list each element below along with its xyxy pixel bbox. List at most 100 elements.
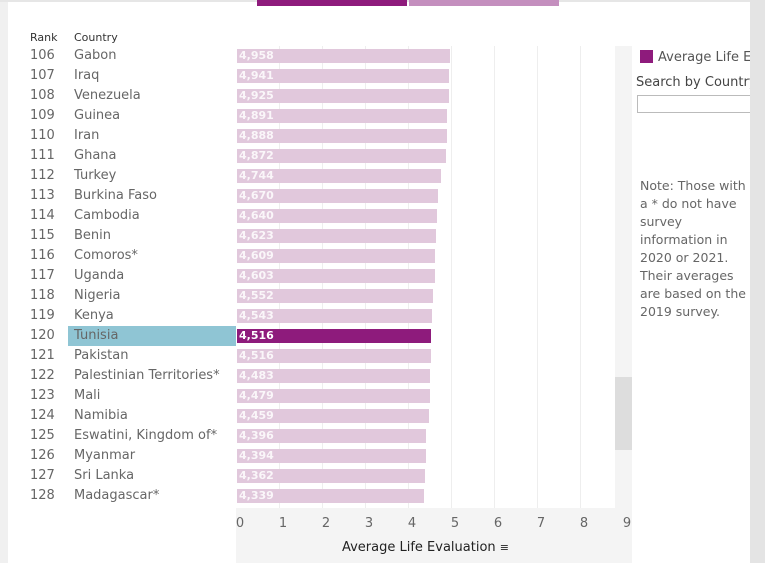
top-tab-1[interactable]: [257, 0, 407, 6]
country-row[interactable]: 122 Palestinian Territories*: [8, 366, 236, 386]
rank-value: 113: [30, 188, 55, 203]
country-row[interactable]: 124 Namibia: [8, 406, 236, 426]
bar-label: 4,958: [239, 49, 274, 62]
bar[interactable]: 4,640: [237, 209, 437, 223]
country-row[interactable]: 115 Benin: [8, 226, 236, 246]
x-tick-label: 3: [364, 516, 374, 531]
country-name: Namibia: [74, 408, 128, 423]
country-row[interactable]: 123 Mali: [8, 386, 236, 406]
bar-label: 4,609: [239, 249, 274, 262]
country-row[interactable]: 128 Madagascar*: [8, 486, 236, 506]
country-row[interactable]: 127 Sri Lanka: [8, 466, 236, 486]
country-row[interactable]: 116 Comoros*: [8, 246, 236, 266]
rank-value: 117: [30, 268, 55, 283]
x-tick-label: 7: [536, 516, 546, 531]
country-name: Palestinian Territories*: [74, 368, 220, 383]
bar-label: 4,552: [239, 289, 274, 302]
bar[interactable]: 4,516: [237, 329, 432, 343]
bar[interactable]: 4,543: [237, 309, 433, 323]
search-input[interactable]: [637, 95, 750, 113]
rank-value: 111: [30, 148, 55, 163]
bar[interactable]: 4,891: [237, 109, 448, 123]
bar-label: 4,640: [239, 209, 274, 222]
bar-label: 4,872: [239, 149, 274, 162]
country-row[interactable]: 118 Nigeria: [8, 286, 236, 306]
country-name: Tunisia: [74, 328, 119, 343]
country-row[interactable]: 113 Burkina Faso: [8, 186, 236, 206]
bar-label: 4,941: [239, 69, 274, 82]
bar[interactable]: 4,552: [237, 289, 433, 303]
bar[interactable]: 4,394: [237, 449, 426, 463]
country-row[interactable]: 107 Iraq: [8, 66, 236, 86]
country-row[interactable]: 120 Tunisia: [30, 326, 236, 346]
bar[interactable]: 4,479: [237, 389, 430, 403]
country-row[interactable]: 126 Myanmar: [8, 446, 236, 466]
country-row[interactable]: 121 Pakistan: [8, 346, 236, 366]
bar[interactable]: 4,872: [237, 149, 447, 163]
gridline: [494, 46, 495, 508]
country-name: Comoros*: [74, 248, 138, 263]
scrollbar-thumb[interactable]: [615, 377, 632, 450]
rank-value: 121: [30, 348, 55, 363]
country-name: Ghana: [74, 148, 117, 163]
rank-value: 112: [30, 168, 55, 183]
bar[interactable]: 4,925: [237, 89, 449, 103]
rank-value: 119: [30, 308, 55, 323]
rank-value: 122: [30, 368, 55, 383]
bar[interactable]: 4,483: [237, 369, 430, 383]
country-name: Pakistan: [74, 348, 129, 363]
country-row[interactable]: 111 Ghana: [8, 146, 236, 166]
bar-label: 4,394: [239, 449, 274, 462]
bar[interactable]: 4,888: [237, 129, 448, 143]
country-row[interactable]: 119 Kenya: [8, 306, 236, 326]
top-tab-2[interactable]: [409, 0, 559, 6]
bar-label: 4,543: [239, 309, 274, 322]
bar-label: 4,623: [239, 229, 274, 242]
country-name: Cambodia: [74, 208, 140, 223]
x-tick-label: 0: [235, 516, 245, 531]
bar[interactable]: 4,459: [237, 409, 429, 423]
right-scrollbar[interactable]: [750, 0, 765, 563]
rank-value: 107: [30, 68, 55, 83]
bar-label: 4,479: [239, 389, 274, 402]
country-row[interactable]: 112 Turkey: [8, 166, 236, 186]
bar[interactable]: 4,516: [237, 349, 432, 363]
x-tick-label: 2: [321, 516, 331, 531]
country-name: Turkey: [74, 168, 117, 183]
country-row[interactable]: 108 Venezuela: [8, 86, 236, 106]
sort-icon[interactable]: ≡: [499, 541, 510, 554]
country-row[interactable]: 117 Uganda: [8, 266, 236, 286]
bar[interactable]: 4,941: [237, 69, 450, 83]
bar[interactable]: 4,744: [237, 169, 441, 183]
right-panel: Average Life E Search by Country Note: T…: [632, 46, 750, 563]
rank-value: 120: [30, 328, 55, 343]
x-tick-label: 1: [278, 516, 288, 531]
bar[interactable]: 4,362: [237, 469, 425, 483]
x-tick-label: 8: [579, 516, 589, 531]
country-row[interactable]: 114 Cambodia: [8, 206, 236, 226]
country-row[interactable]: 106 Gabon: [8, 46, 236, 66]
rank-value: 116: [30, 248, 55, 263]
country-row[interactable]: 125 Eswatini, Kingdom of*: [8, 426, 236, 446]
bar[interactable]: 4,609: [237, 249, 436, 263]
bar[interactable]: 4,958: [237, 49, 451, 63]
country-name: Burkina Faso: [74, 188, 157, 203]
bar[interactable]: 4,396: [237, 429, 427, 443]
x-axis-title[interactable]: Average Life Evaluation ≡: [341, 540, 510, 555]
bar[interactable]: 4,339: [237, 489, 424, 503]
country-name: Eswatini, Kingdom of*: [74, 428, 218, 443]
bar[interactable]: 4,603: [237, 269, 435, 283]
bar[interactable]: 4,670: [237, 189, 438, 203]
bar-label: 4,891: [239, 109, 274, 122]
note-text: Note: Those with a * do not have survey …: [640, 178, 746, 319]
country-name: Iran: [74, 128, 100, 143]
country-name: Guinea: [74, 108, 121, 123]
rank-value: 126: [30, 448, 55, 463]
bar-label: 4,339: [239, 489, 274, 502]
bar[interactable]: 4,623: [237, 229, 436, 243]
bar-label: 4,459: [239, 409, 274, 422]
bar-label: 4,396: [239, 429, 274, 442]
bar-label: 4,516: [239, 349, 274, 362]
country-row[interactable]: 110 Iran: [8, 126, 236, 146]
country-row[interactable]: 109 Guinea: [8, 106, 236, 126]
